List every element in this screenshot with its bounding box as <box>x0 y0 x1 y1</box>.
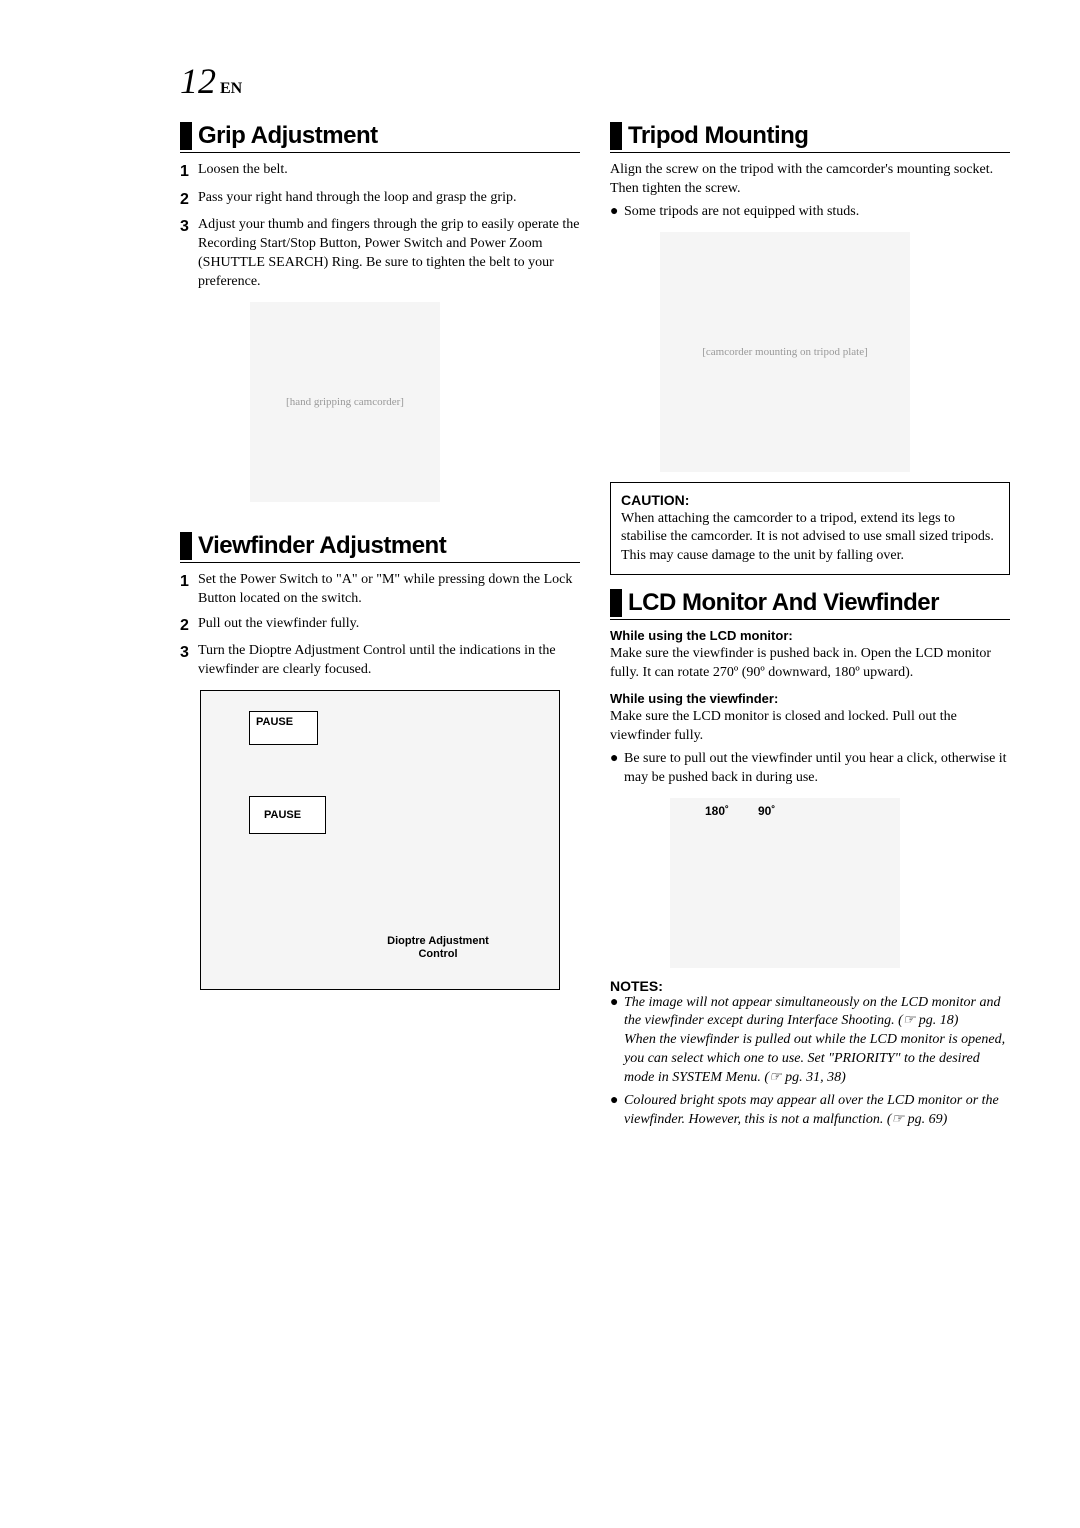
viewfinder-use-label: While using the viewfinder: <box>610 691 1010 706</box>
heading-bar <box>180 122 192 150</box>
tripod-heading: Tripod Mounting <box>610 122 1010 153</box>
pause-label-1: PAUSE <box>249 711 318 745</box>
viewfinder-illustration: PAUSE PAUSE Dioptre Adjustment Control <box>200 690 560 990</box>
tripod-title: Tripod Mounting <box>628 122 808 150</box>
step-number: 3 <box>180 642 198 680</box>
grip-heading: Grip Adjustment <box>180 122 580 153</box>
note-text: Coloured bright spots may appear all ove… <box>624 1092 1010 1130</box>
tripod-illustration: [camcorder mounting on tripod plate] <box>660 232 910 472</box>
bullet-text: Some tripods are not equipped with studs… <box>624 203 1010 222</box>
note-item: ● Coloured bright spots may appear all o… <box>610 1092 1010 1130</box>
step-number: 2 <box>180 189 198 211</box>
notes-label: NOTES: <box>610 978 1010 994</box>
step-number: 1 <box>180 161 198 183</box>
step-text: Pass your right hand through the loop an… <box>198 189 580 211</box>
left-column: Grip Adjustment 1 Loosen the belt. 2 Pas… <box>180 122 580 1134</box>
bullet-dot: ● <box>610 994 624 1088</box>
bullet-dot: ● <box>610 203 624 222</box>
step-text: Loosen the belt. <box>198 161 580 183</box>
bullet-text: Be sure to pull out the viewfinder until… <box>624 750 1010 788</box>
content-columns: Grip Adjustment 1 Loosen the belt. 2 Pas… <box>180 122 1010 1134</box>
note-text: The image will not appear simultaneously… <box>624 994 1010 1088</box>
caution-text: When attaching the camcorder to a tripod… <box>621 510 999 567</box>
list-item: 3 Turn the Dioptre Adjustment Control un… <box>180 642 580 680</box>
pause-label-2: PAUSE <box>249 796 326 834</box>
heading-bar <box>610 122 622 150</box>
list-item: 3 Adjust your thumb and fingers through … <box>180 216 580 292</box>
viewfinder-heading: Viewfinder Adjustment <box>180 532 580 563</box>
list-item: 1 Loosen the belt. <box>180 161 580 183</box>
lcd-monitor-label: While using the LCD monitor: <box>610 628 1010 643</box>
lcd-monitor-text: Make sure the viewfinder is pushed back … <box>610 645 1010 683</box>
grip-steps: 1 Loosen the belt. 2 Pass your right han… <box>180 161 580 292</box>
right-column: Tripod Mounting Align the screw on the t… <box>610 122 1010 1134</box>
dioptre-label: Dioptre Adjustment Control <box>373 935 503 961</box>
list-item: 2 Pull out the viewfinder fully. <box>180 615 580 637</box>
heading-bar <box>180 532 192 560</box>
list-item: 1 Set the Power Switch to "A" or "M" whi… <box>180 571 580 609</box>
viewfinder-title: Viewfinder Adjustment <box>198 532 446 560</box>
viewfinder-use-text: Make sure the LCD monitor is closed and … <box>610 708 1010 746</box>
step-text: Set the Power Switch to "A" or "M" while… <box>198 571 580 609</box>
page-header: 12 EN <box>180 60 1010 102</box>
tripod-intro: Align the screw on the tripod with the c… <box>610 161 1010 199</box>
viewfinder-steps: 1 Set the Power Switch to "A" or "M" whi… <box>180 571 580 680</box>
note-item: ● The image will not appear simultaneous… <box>610 994 1010 1088</box>
angle-180: 180˚ <box>705 804 729 818</box>
lcd-heading: LCD Monitor And Viewfinder <box>610 589 1010 620</box>
grip-title: Grip Adjustment <box>198 122 378 150</box>
step-number: 2 <box>180 615 198 637</box>
list-item: 2 Pass your right hand through the loop … <box>180 189 580 211</box>
bullet-dot: ● <box>610 750 624 788</box>
angle-90: 90˚ <box>758 804 775 818</box>
tripod-bullet: ● Some tripods are not equipped with stu… <box>610 203 1010 222</box>
step-text: Adjust your thumb and fingers through th… <box>198 216 580 292</box>
lcd-title: LCD Monitor And Viewfinder <box>628 589 939 617</box>
grip-illustration: [hand gripping camcorder] <box>250 302 440 502</box>
heading-bar <box>610 589 622 617</box>
page-language: EN <box>220 80 242 97</box>
caution-box: CAUTION: When attaching the camcorder to… <box>610 482 1010 576</box>
viewfinder-bullet: ● Be sure to pull out the viewfinder unt… <box>610 750 1010 788</box>
page-number: 12 <box>180 61 216 101</box>
lcd-illustration: 180˚ 90˚ <box>670 798 900 968</box>
step-number: 1 <box>180 571 198 609</box>
step-text: Pull out the viewfinder fully. <box>198 615 580 637</box>
bullet-dot: ● <box>610 1092 624 1130</box>
step-text: Turn the Dioptre Adjustment Control unti… <box>198 642 580 680</box>
step-number: 3 <box>180 216 198 292</box>
caution-label: CAUTION: <box>621 491 999 510</box>
